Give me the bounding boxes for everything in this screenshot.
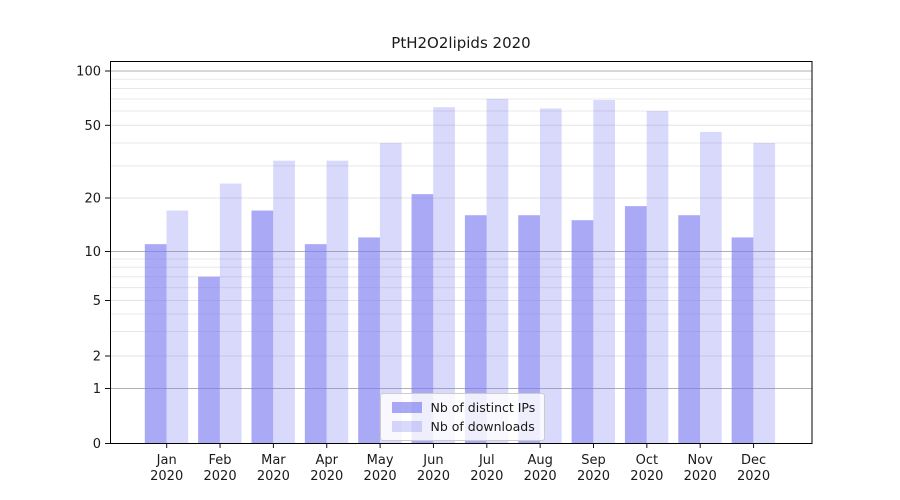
legend-item-distinct-ips: Nb of distinct IPs (388, 399, 537, 417)
legend: Nb of distinct IPs Nb of downloads (380, 393, 545, 441)
x-tick-label-sep: Sep 2020 (577, 453, 610, 484)
bar-downloads-jul (486, 98, 509, 444)
chart-title: PtH2O2lipids 2020 (391, 34, 531, 52)
x-tick-label-jan: Jan 2020 (150, 453, 183, 484)
x-tick-label-jul: Jul 2020 (470, 453, 503, 484)
y-tick-label-100: 100 (76, 65, 101, 80)
x-tick-label-apr: Apr 2020 (310, 453, 343, 484)
legend-label-downloads: Nb of downloads (430, 419, 535, 434)
x-tick-label-oct: Oct 2020 (630, 453, 663, 484)
y-tick-label-1: 1 (93, 382, 101, 397)
bar-distinct-ips-mar (251, 210, 274, 444)
bar-downloads-nov (700, 131, 722, 444)
y-tick-label-20: 20 (84, 192, 101, 207)
x-tick-label-mar: Mar 2020 (257, 453, 290, 484)
y-tick-label-10: 10 (84, 245, 101, 260)
bar-distinct-ips-jul (464, 215, 487, 444)
y-tick-label-50: 50 (84, 119, 101, 134)
bar-downloads-mar (273, 160, 295, 444)
x-tick-label-may: May 2020 (364, 453, 397, 484)
legend-swatch-distinct-ips (392, 401, 422, 414)
bar-downloads-dec (753, 143, 776, 444)
bar-distinct-ips-jan (144, 244, 167, 444)
bar-distinct-ips-feb (198, 276, 220, 444)
x-tick-label-aug: Aug 2020 (524, 453, 557, 484)
legend-swatch-downloads (392, 420, 422, 433)
bar-downloads-sep (593, 100, 615, 444)
bar-distinct-ips-oct (624, 206, 647, 444)
y-tick-label-0: 0 (93, 437, 101, 452)
bar-distinct-ips-may (358, 237, 380, 444)
bar-downloads-jan (166, 210, 189, 444)
bar-downloads-aug (539, 108, 562, 444)
bar-distinct-ips-sep (571, 220, 594, 444)
legend-item-downloads: Nb of downloads (388, 418, 537, 436)
legend-label-distinct-ips: Nb of distinct IPs (430, 400, 536, 415)
bar-downloads-feb (219, 183, 242, 444)
y-tick-label-5: 5 (93, 294, 101, 309)
bar-distinct-ips-apr (304, 244, 327, 444)
x-tick-label-dec: Dec 2020 (737, 453, 770, 484)
x-tick-label-nov: Nov 2020 (684, 453, 717, 484)
y-tick-label-2: 2 (93, 350, 101, 365)
bar-distinct-ips-dec (731, 237, 754, 444)
plot-border (110, 61, 813, 444)
x-tick-label-feb: Feb 2020 (204, 453, 237, 484)
bar-downloads-apr (326, 160, 349, 444)
x-tick-label-jun: Jun 2020 (417, 453, 450, 484)
bar-downloads-oct (646, 111, 669, 444)
bar-downloads-jun (433, 107, 455, 444)
bar-downloads-may (379, 143, 402, 444)
bar-distinct-ips-aug (518, 215, 540, 444)
bar-distinct-ips-jun (411, 194, 434, 444)
bar-distinct-ips-nov (678, 215, 700, 444)
